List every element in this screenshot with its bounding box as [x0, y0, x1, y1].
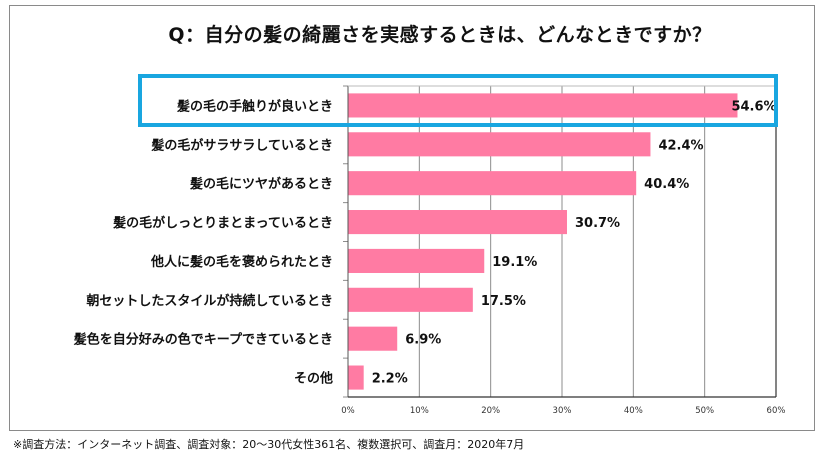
value-label: 40.4%	[644, 177, 689, 192]
x-tick-label: 50%	[695, 406, 714, 416]
bar	[348, 93, 738, 118]
category-label: 髪の毛がしっとりまとまっているとき	[112, 215, 333, 231]
x-tick-label: 40%	[624, 406, 643, 416]
x-tick-label: 20%	[481, 406, 500, 416]
chart-title: Q：自分の髪の綺麗さを実感するときは、どんなときですか？	[168, 24, 712, 46]
category-label: その他	[294, 371, 333, 387]
footnote: ※調査方法：インターネット調査、調査対象：20～30代女性361名、複数選択可、…	[13, 438, 525, 451]
category-label: 他人に髪の毛を褒められたとき	[150, 254, 333, 270]
chart-frame	[9, 5, 815, 431]
x-tick-label: 60%	[767, 406, 786, 416]
value-label: 54.6%	[731, 99, 776, 114]
category-label: 髪色を自分好みの色でキープできているとき	[73, 332, 333, 348]
x-tick-label: 10%	[410, 406, 429, 416]
bar	[348, 287, 473, 312]
highlight-box	[138, 74, 778, 127]
bars	[348, 93, 738, 390]
value-label: 17.5%	[481, 294, 526, 309]
category-label: 髪の毛がサラサラしているとき	[150, 137, 333, 153]
bar	[348, 210, 567, 235]
bar	[348, 171, 637, 196]
value-label: 2.2%	[372, 372, 408, 387]
value-label: 42.4%	[658, 138, 703, 153]
category-labels: 髪の毛の手触りが良いとき髪の毛がサラサラしているとき髪の毛にツヤがあるとき髪の毛…	[73, 98, 333, 386]
x-tick-labels: 0% 10% 20% 30% 40% 50% 60%	[341, 406, 785, 416]
x-tick-label: 30%	[553, 406, 572, 416]
bar	[348, 326, 398, 351]
category-label: 髪の毛の手触りが良いとき	[176, 98, 333, 114]
value-labels: 54.6% 42.4% 40.4% 30.7% 19.1% 17.5% 6.9% 2.2%	[372, 99, 777, 386]
bar	[348, 132, 651, 157]
x-tick-label: 0%	[341, 406, 355, 416]
value-label: 19.1%	[492, 255, 537, 270]
bar	[348, 365, 364, 390]
value-label: 6.9%	[405, 333, 441, 348]
category-label: 髪の毛にツヤがあるとき	[189, 176, 333, 192]
value-label: 30.7%	[575, 216, 620, 231]
bar	[348, 248, 485, 273]
axes	[343, 85, 777, 398]
category-label: 朝セットしたスタイルが持続しているとき	[86, 293, 333, 309]
